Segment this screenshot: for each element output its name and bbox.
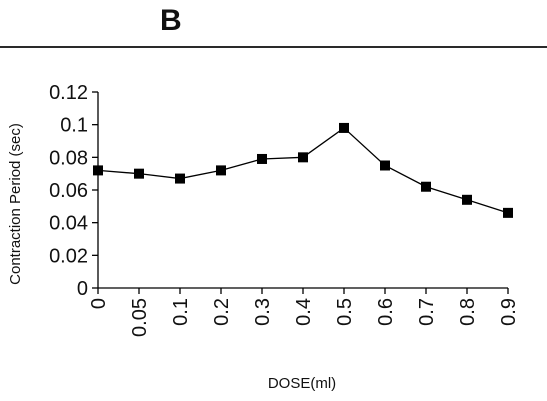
data-point	[216, 165, 226, 176]
data-point	[503, 207, 513, 218]
y-tick-label: 0.08	[49, 147, 88, 169]
x-tick-label: 0.6	[375, 298, 397, 326]
data-point	[421, 181, 431, 192]
y-tick-label: 0	[77, 278, 88, 300]
x-tick-label: 0.05	[129, 298, 151, 337]
series-group	[93, 122, 513, 218]
x-tick-label: 0	[88, 298, 110, 309]
data-point	[462, 194, 472, 205]
x-tick-label: 0.4	[293, 298, 315, 326]
series-line	[97, 127, 509, 214]
y-axis-label: Contraction Period (sec)	[7, 123, 24, 285]
header-rule	[0, 46, 547, 48]
data-point	[257, 153, 267, 164]
data-point	[339, 122, 349, 133]
y-tick-label: 0.04	[49, 213, 88, 235]
x-tick-label: 0.1	[170, 298, 192, 326]
y-axis: 0 0.02 0.04 0.06 0.08 0.1 0.12	[49, 82, 99, 300]
y-tick-label: 0.1	[60, 115, 88, 137]
data-point	[380, 160, 390, 171]
data-point	[298, 152, 308, 163]
x-tick-label: 0.9	[498, 298, 520, 326]
x-axis: 0 0.05 0.1 0.2 0.3 0.4 0.5 0.6 0.7 0.8 0.9	[88, 287, 520, 337]
x-tick-label: 0.2	[211, 298, 233, 326]
y-tick-label: 0.02	[49, 245, 88, 267]
x-tick-label: 0.3	[252, 298, 274, 326]
x-axis-label: DOSE(ml)	[268, 375, 336, 392]
data-point	[175, 173, 185, 184]
x-tick-label: 0.7	[416, 298, 438, 326]
data-point	[93, 165, 103, 176]
y-tick-label: 0.06	[49, 180, 88, 202]
x-tick-label: 0.5	[334, 298, 356, 326]
data-point	[134, 168, 144, 179]
x-tick-label: 0.8	[457, 298, 479, 326]
panel-label: B	[160, 4, 182, 37]
y-tick-label: 0.12	[49, 82, 88, 104]
